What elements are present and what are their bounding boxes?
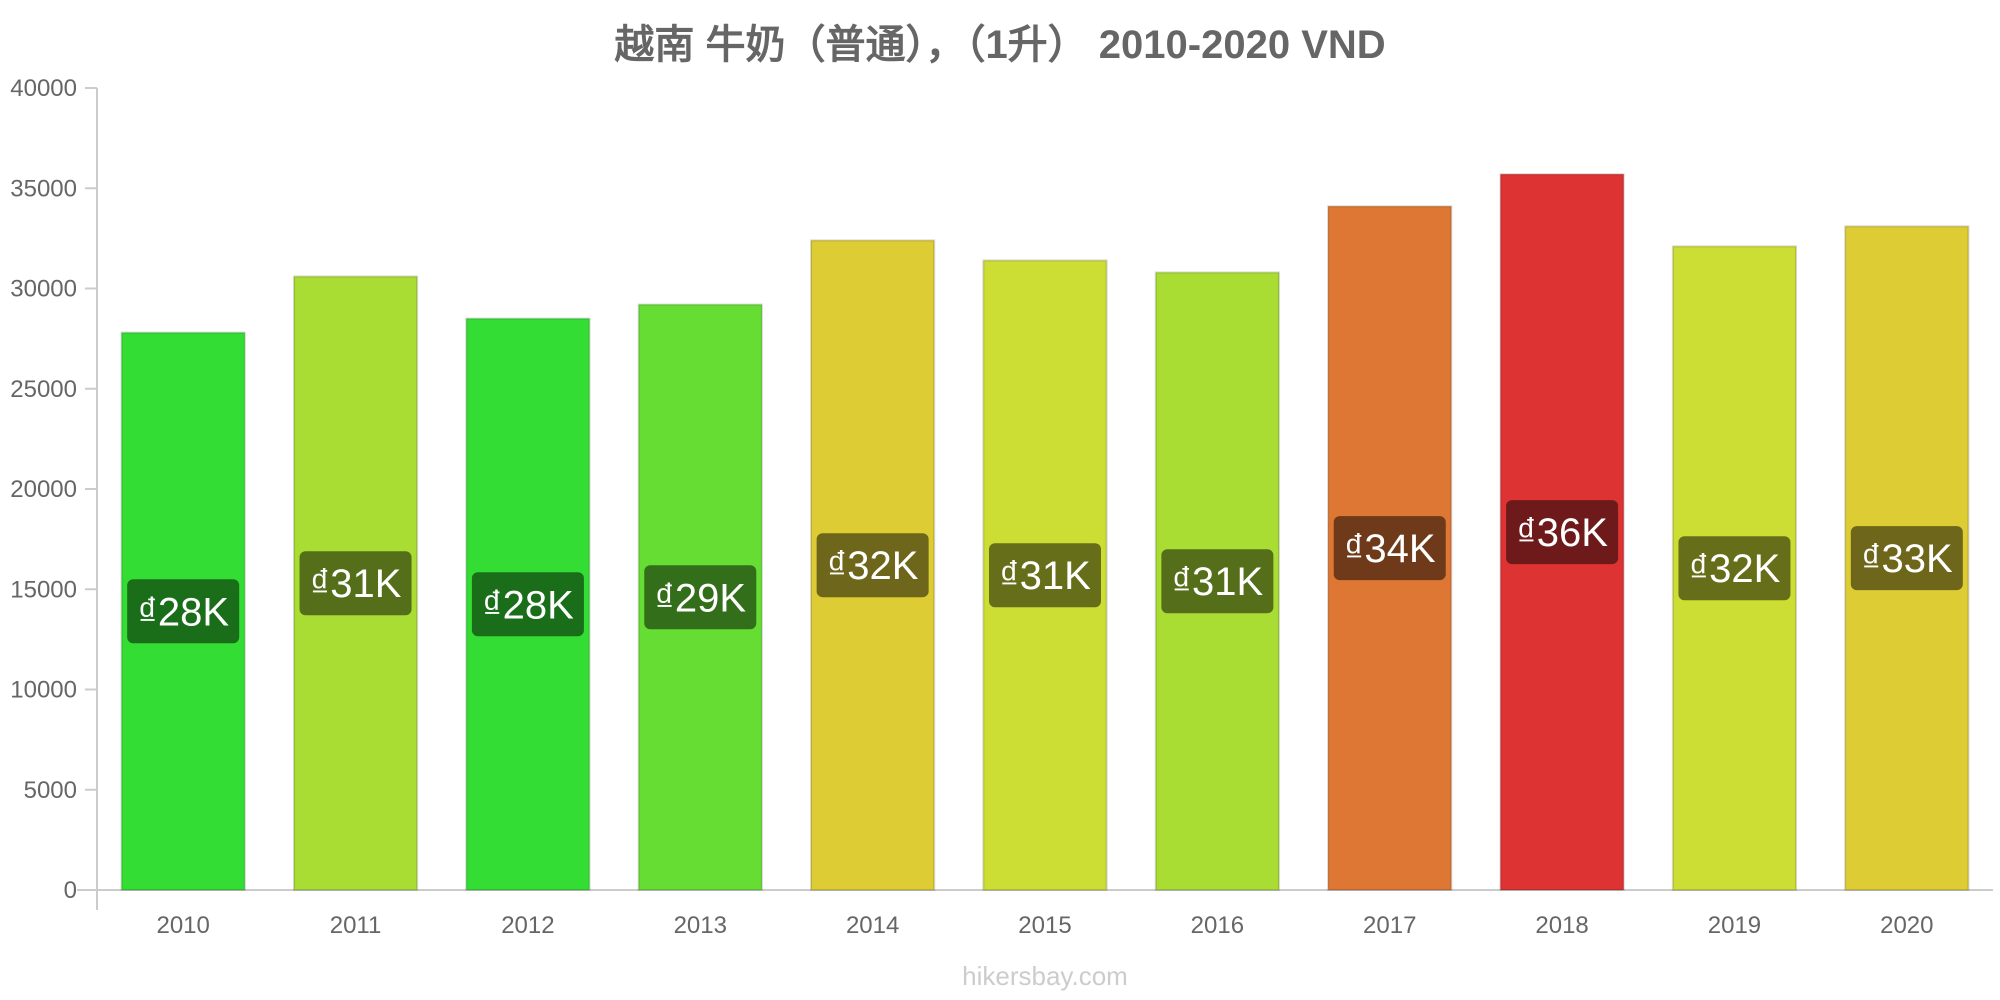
y-tick-label: 20000 [10,476,77,503]
data-label: ₫28K [137,590,229,634]
x-tick-label: 2016 [1191,912,1244,939]
data-label: ₫36K [1516,511,1608,555]
data-label-box [816,533,929,598]
data-label: ₫32K [1689,547,1781,591]
x-tick-label: 2011 [330,912,382,939]
data-label: ₫34K [1344,527,1436,571]
data-label-box [989,543,1101,608]
data-label: ₫33K [1861,537,1953,581]
data-label-box [127,579,240,644]
data-label-box [1506,500,1619,565]
data-label-box [299,551,412,616]
y-tick-label: 25000 [10,376,77,403]
y-tick-label: 35000 [10,175,77,202]
data-label: ₫31K [999,554,1091,598]
data-label: ₫32K [827,544,919,588]
x-tick-label: 2019 [1708,912,1761,939]
y-tick-label: 10000 [10,677,77,704]
y-tick-label: 5000 [24,777,77,804]
y-tick-label: 0 [64,877,77,904]
y-tick-label: 40000 [10,75,77,102]
data-label: ₫31K [1172,560,1264,604]
data-label-box [1161,549,1274,614]
data-label-box [1678,536,1791,601]
x-tick-label: 2014 [846,912,899,939]
x-tick-label: 2010 [156,912,209,939]
x-tick-label: 2017 [1363,912,1416,939]
data-labels: ₫28K ₫31K ₫28K ₫29K ₫32K ₫31K ₫31K ₫34K ₫36K ₫32K… [127,500,1963,644]
y-tick-label: 15000 [10,576,77,603]
bars [120,173,1970,892]
data-label-box [471,572,584,637]
data-label: ₫31K [310,562,402,606]
x-tick-label: 2018 [1535,912,1588,939]
x-axis: 2010 2011 2012 2013 2014 2015 2016 2017 2018 2019… [77,889,1993,939]
x-tick-label: 2020 [1880,912,1933,939]
watermark: hikersbay.com [962,961,1128,991]
chart-title: 越南 牛奶（普通），（1升） 2010-2020 VND [614,23,1385,67]
y-tick-label: 30000 [10,276,77,303]
y-axis: 0 5000 10000 15000 20000 25000 30000 35000 40000 [10,75,98,910]
x-tick-label: 2013 [674,912,727,939]
x-tick-label: 2012 [501,912,554,939]
x-tick-label: 2015 [1018,912,1071,939]
data-label-box [1333,516,1446,581]
data-label-box [1850,526,1963,591]
data-label-box [644,565,757,630]
data-label: ₫28K [482,583,574,627]
data-label: ₫29K [654,576,746,620]
